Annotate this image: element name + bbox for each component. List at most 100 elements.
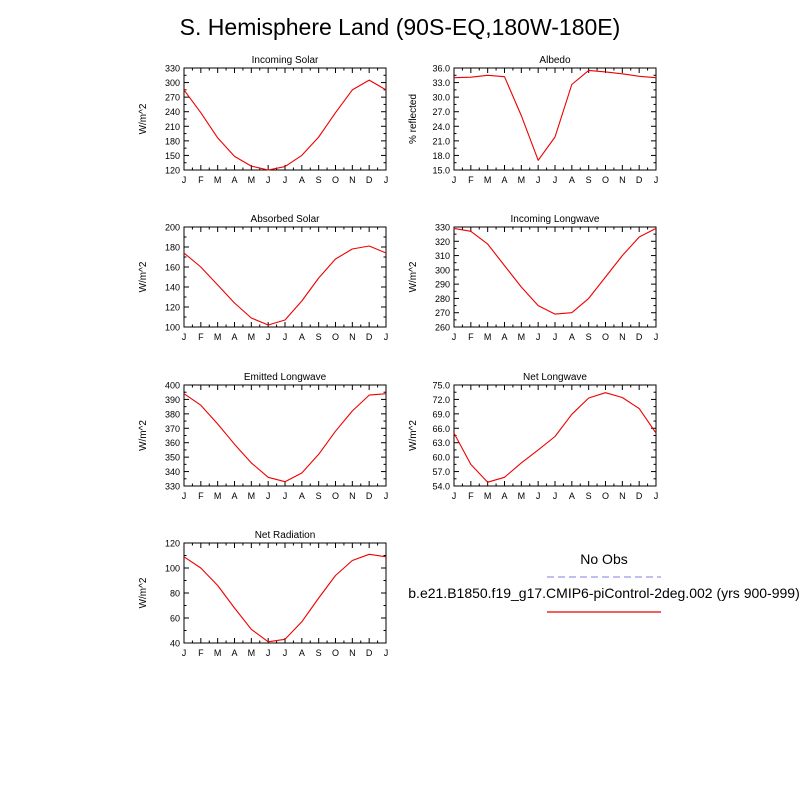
x-tick-label: J (536, 175, 541, 185)
x-tick-label: J (536, 491, 541, 501)
y-tick-label: 60 (170, 614, 180, 624)
panel-title-albedo: Albedo (539, 55, 571, 66)
x-tick-label: M (214, 175, 222, 185)
x-tick-label: A (299, 491, 305, 501)
y-axis-label-albedo: % reflected (408, 94, 419, 144)
y-tick-label: 54.0 (432, 482, 450, 492)
x-tick-label: M (518, 332, 526, 342)
y-tick-label: 80 (170, 589, 180, 599)
x-tick-label: F (468, 175, 474, 185)
x-tick-label: J (384, 332, 389, 342)
y-tick-label: 120 (165, 539, 180, 549)
x-tick-label: F (198, 332, 204, 342)
x-tick-label: J (182, 648, 187, 658)
x-tick-label: J (384, 491, 389, 501)
x-tick-label: M (484, 332, 492, 342)
x-tick-label: O (602, 332, 609, 342)
y-tick-label: 150 (165, 151, 180, 161)
y-axis-label-absorbed-solar: W/m^2 (138, 261, 149, 292)
y-tick-label: 120 (165, 166, 180, 176)
y-tick-label: 390 (165, 395, 180, 405)
y-axis-label-net-radiation: W/m^2 (138, 577, 149, 608)
x-tick-label: D (366, 491, 373, 501)
x-tick-label: J (182, 175, 187, 185)
y-tick-label: 260 (435, 323, 450, 333)
panel-title-net-radiation: Net Radiation (255, 530, 316, 541)
x-tick-label: J (654, 491, 659, 501)
plot-frame-albedo (453, 67, 657, 171)
x-tick-label: D (636, 491, 643, 501)
x-tick-label: J (654, 175, 659, 185)
y-tick-label: 350 (165, 453, 180, 463)
x-tick-label: J (283, 175, 288, 185)
x-tick-label: M (214, 648, 222, 658)
x-tick-label: J (553, 175, 558, 185)
y-tick-label: 15.0 (432, 166, 450, 176)
x-tick-label: O (602, 175, 609, 185)
y-tick-label: 30.0 (432, 93, 450, 103)
y-tick-label: 27.0 (432, 107, 450, 117)
x-tick-label: S (316, 175, 322, 185)
y-tick-label: 36.0 (432, 64, 450, 74)
x-tick-label: M (214, 332, 222, 342)
y-tick-label: 57.0 (432, 467, 450, 477)
y-axis-label-incoming-longwave: W/m^2 (408, 261, 419, 292)
x-tick-label: A (501, 175, 507, 185)
x-tick-label: M (248, 175, 256, 185)
y-axis-label-incoming-solar: W/m^2 (138, 103, 149, 134)
y-tick-label: 310 (435, 251, 450, 261)
series-line-absorbed-solar (183, 245, 387, 326)
x-tick-label: N (349, 491, 356, 501)
x-tick-label: F (198, 175, 204, 185)
x-tick-label: N (619, 491, 626, 501)
series-line-net-radiation (183, 553, 387, 643)
y-tick-label: 120 (165, 303, 180, 313)
x-tick-label: O (332, 175, 339, 185)
y-tick-label: 160 (165, 263, 180, 273)
x-tick-label: S (316, 332, 322, 342)
x-tick-label: A (569, 332, 575, 342)
x-tick-label: A (231, 332, 237, 342)
y-tick-label: 180 (165, 243, 180, 253)
series-line-incoming-solar (183, 79, 387, 171)
y-axis-label-emitted-longwave: W/m^2 (138, 420, 149, 451)
y-tick-label: 290 (435, 280, 450, 290)
x-tick-label: F (468, 491, 474, 501)
x-tick-label: M (214, 491, 222, 501)
x-tick-label: M (518, 491, 526, 501)
series-line-incoming-longwave (453, 227, 657, 315)
y-tick-label: 330 (165, 64, 180, 74)
x-tick-label: M (248, 332, 256, 342)
y-tick-label: 24.0 (432, 122, 450, 132)
y-tick-label: 240 (165, 107, 180, 117)
y-tick-label: 200 (165, 223, 180, 233)
x-tick-label: J (266, 491, 271, 501)
x-tick-label: J (283, 648, 288, 658)
x-tick-label: O (332, 332, 339, 342)
x-tick-label: J (266, 332, 271, 342)
x-tick-label: A (501, 332, 507, 342)
y-tick-label: 330 (435, 223, 450, 233)
x-tick-label: S (586, 175, 592, 185)
x-tick-label: F (198, 491, 204, 501)
x-tick-label: M (484, 491, 492, 501)
y-tick-label: 21.0 (432, 136, 450, 146)
x-tick-label: J (384, 648, 389, 658)
x-tick-label: M (248, 648, 256, 658)
x-tick-label: O (332, 491, 339, 501)
x-tick-label: N (619, 175, 626, 185)
x-tick-label: J (452, 175, 457, 185)
x-tick-label: S (586, 332, 592, 342)
x-tick-label: S (316, 491, 322, 501)
x-tick-label: J (182, 332, 187, 342)
x-tick-label: J (266, 648, 271, 658)
y-tick-label: 320 (435, 237, 450, 247)
y-tick-label: 210 (165, 122, 180, 132)
x-tick-label: S (316, 648, 322, 658)
x-tick-label: N (349, 332, 356, 342)
